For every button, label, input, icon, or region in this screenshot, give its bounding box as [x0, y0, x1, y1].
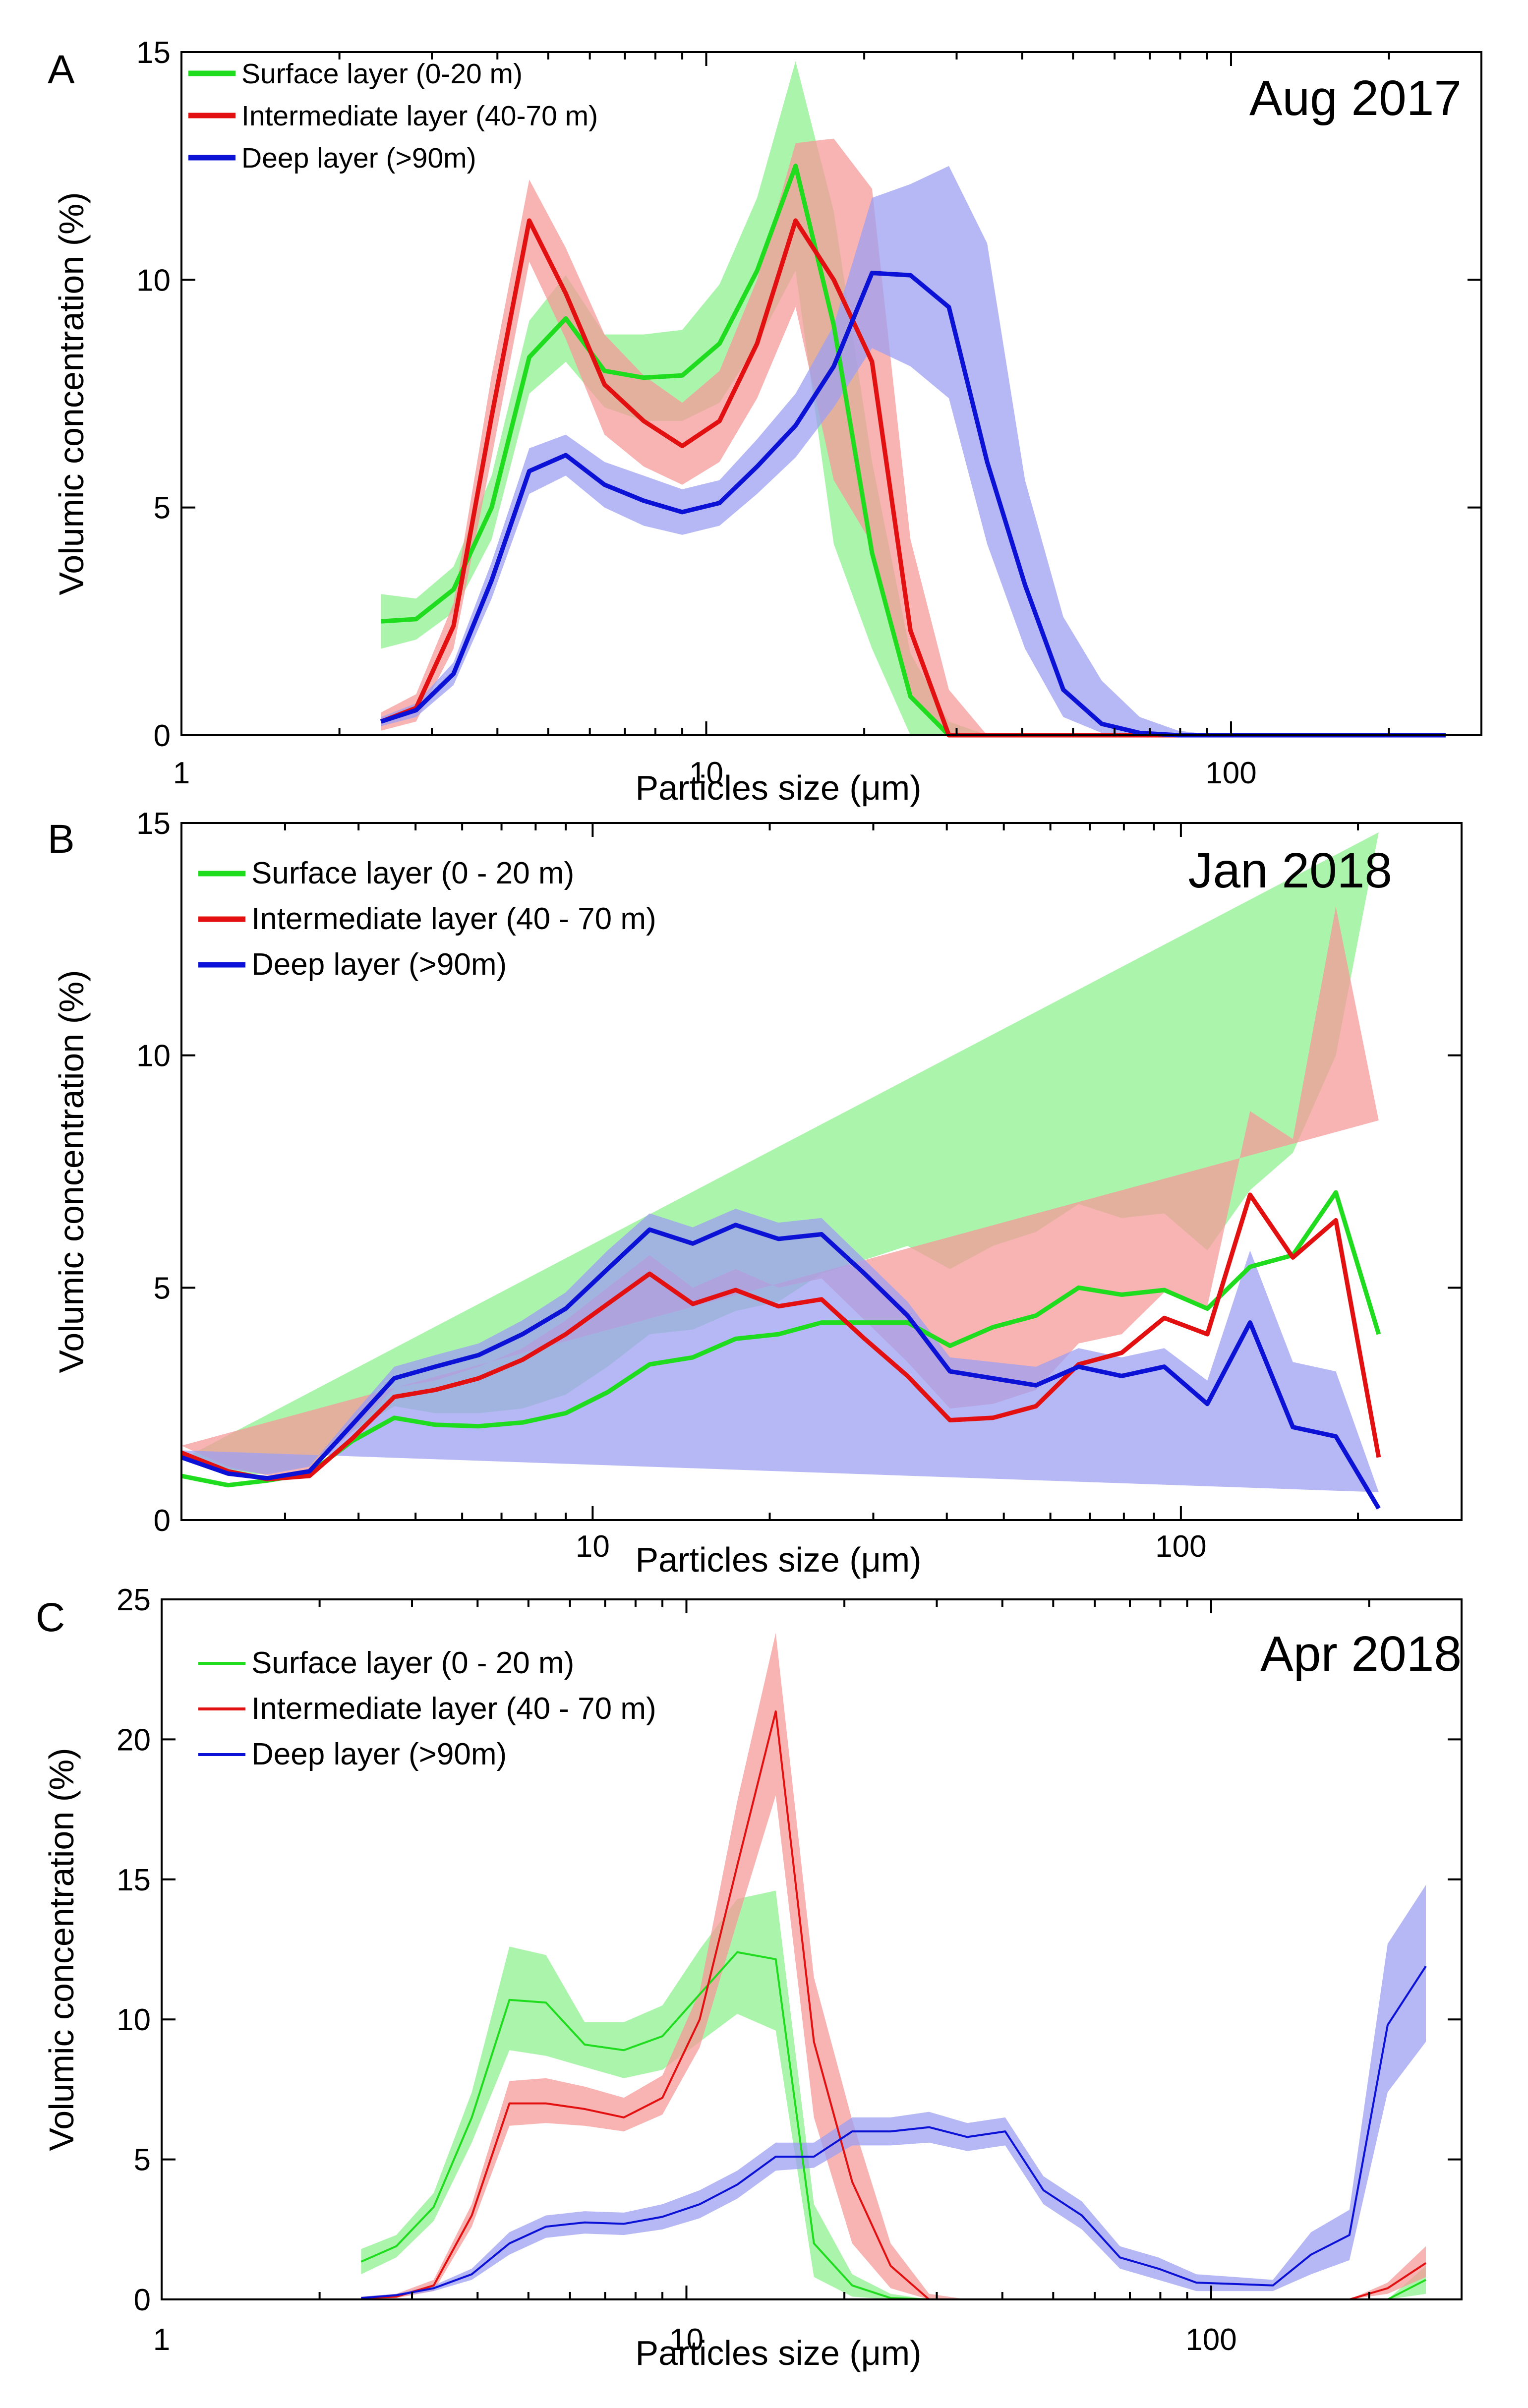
line-deep-b	[180, 1223, 1381, 1510]
panel-title: Jan 2018	[1188, 843, 1392, 898]
panel-letter: A	[48, 47, 75, 92]
legend-label-intermediate: Intermediate layer (40 - 70 m)	[251, 902, 656, 936]
band-deep-c	[361, 1885, 1426, 2299]
y-axis-label: Volumic concentration (%)	[42, 1748, 81, 2151]
legend-label-deep: Deep layer (>90m)	[251, 1737, 507, 1771]
legend-c: Surface layer (0 - 20 m) Intermediate lay…	[198, 1646, 656, 1771]
xtick-label: 1	[173, 756, 190, 790]
ytick-label: 10	[136, 263, 171, 297]
ytick-label: 20	[117, 1723, 151, 1757]
panel-b: 0 5 10 15 10 100 Particles size (μm) Volumic co…	[48, 807, 1463, 1579]
panel-title: Apr 2018	[1260, 1626, 1462, 1682]
y-axis-label: Volumic concentration (%)	[52, 970, 91, 1373]
ytick-label: 25	[117, 1583, 151, 1617]
x-axis-label: Particles size (μm)	[635, 2334, 921, 2372]
ytick-label: 10	[136, 1039, 171, 1073]
band-surface-b	[181, 832, 1379, 1476]
band-intermediate-c	[361, 1633, 1426, 2299]
ytick-label: 0	[154, 1504, 171, 1538]
xtick-label: 100	[1185, 2323, 1236, 2357]
line-intermediate-b	[180, 1192, 1381, 1481]
xtick-label: 100	[1155, 1529, 1206, 1564]
legend-label-deep: Deep layer (>90m)	[241, 142, 476, 174]
ytick-label: 5	[154, 491, 171, 526]
ytick-label: 5	[154, 1271, 171, 1305]
y-axis-label: Volumic concentration (%)	[52, 192, 91, 595]
ytick-label: 0	[154, 719, 171, 753]
x-axis-label: Particles size (μm)	[635, 768, 921, 807]
legend-label-surface: Surface layer (0 - 20 m)	[251, 856, 574, 890]
band-deep-b	[181, 1209, 1379, 1492]
xtick-label: 100	[1205, 756, 1256, 790]
line-surface-b	[181, 1190, 1381, 1488]
panel-letter: C	[36, 1595, 65, 1640]
ytick-label: 0	[134, 2283, 151, 2317]
legend-b: Surface layer (0 - 20 m) Intermediate lay…	[198, 856, 656, 982]
band-intermediate-b	[181, 906, 1379, 1475]
ytick-label: 5	[134, 2143, 151, 2177]
xtick-label: 10	[576, 1529, 610, 1564]
legend-label-deep: Deep layer (>90m)	[251, 947, 507, 982]
axes-box-a	[180, 51, 1482, 736]
xtick-label: 10	[669, 2323, 704, 2357]
legend-label-surface: Surface layer (0-20 m)	[241, 58, 523, 90]
ytick-label: 10	[117, 2003, 151, 2037]
band-intermediate-a	[381, 138, 1446, 735]
ytick-label: 15	[136, 807, 171, 841]
xtick-label: 1	[153, 2323, 170, 2357]
panel-title: Aug 2017	[1249, 70, 1462, 126]
axes-box-b	[180, 822, 1463, 1521]
legend-label-intermediate: Intermediate layer (40-70 m)	[241, 100, 598, 132]
ytick-label: 15	[117, 1863, 151, 1897]
panel-c: 0 5 10 15 20 25 1 10 100 Particles size (μm) Volum…	[36, 1583, 1463, 2372]
panel-a: 0 5 10 15 1 10 100 Particles size (μm) Volumic c…	[48, 36, 1482, 807]
legend-label-surface: Surface layer (0 - 20 m)	[251, 1646, 574, 1680]
x-axis-label: Particles size (μm)	[635, 1540, 921, 1579]
legend-label-intermediate: Intermediate layer (40 - 70 m)	[251, 1692, 656, 1726]
panel-letter: B	[48, 817, 75, 862]
xtick-label: 10	[689, 756, 723, 790]
axes-box-c	[161, 1598, 1463, 2300]
legend-a: Surface layer (0-20 m) Intermediate layer…	[188, 58, 598, 174]
line-deep-c	[361, 1965, 1427, 2299]
ytick-label: 15	[136, 36, 171, 70]
